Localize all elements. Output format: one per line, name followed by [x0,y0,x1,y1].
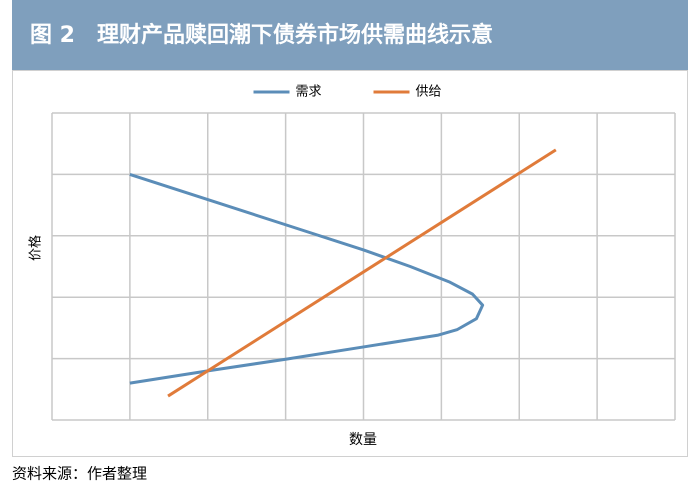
x-axis-label: 数量 [349,432,377,448]
header-title: 图 2 理财产品赎回潮下债券市场供需曲线示意 [30,22,493,48]
header-band [12,0,688,70]
y-axis-label: 价格 [28,235,44,261]
legend-label: 需求 [296,85,322,100]
chart-frame [12,70,688,457]
series-line [129,172,485,385]
source-note: 资料来源：作者整理 [12,465,147,483]
series-line [167,148,557,398]
legend-label: 供给 [416,85,442,100]
